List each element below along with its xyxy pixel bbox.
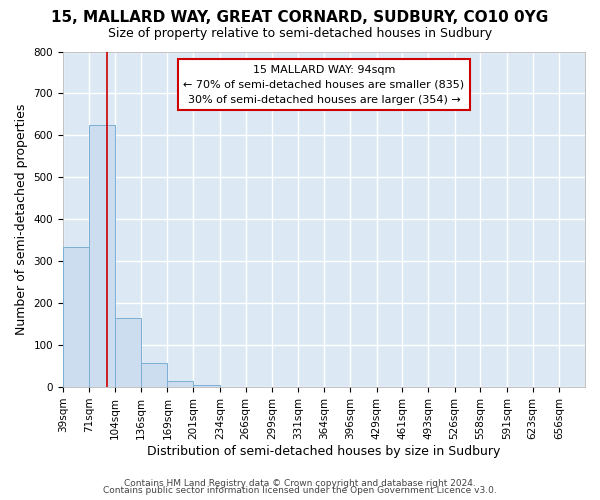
Bar <box>115 318 141 387</box>
Bar <box>63 246 89 387</box>
Bar <box>193 385 220 387</box>
Bar <box>89 125 115 387</box>
Text: 15 MALLARD WAY: 94sqm
← 70% of semi-detached houses are smaller (835)
30% of sem: 15 MALLARD WAY: 94sqm ← 70% of semi-deta… <box>184 65 464 104</box>
Bar <box>141 363 167 387</box>
Bar <box>167 381 193 387</box>
Text: Contains HM Land Registry data © Crown copyright and database right 2024.: Contains HM Land Registry data © Crown c… <box>124 478 476 488</box>
Text: 15, MALLARD WAY, GREAT CORNARD, SUDBURY, CO10 0YG: 15, MALLARD WAY, GREAT CORNARD, SUDBURY,… <box>52 10 548 25</box>
Y-axis label: Number of semi-detached properties: Number of semi-detached properties <box>15 104 28 335</box>
Text: Size of property relative to semi-detached houses in Sudbury: Size of property relative to semi-detach… <box>108 28 492 40</box>
X-axis label: Distribution of semi-detached houses by size in Sudbury: Distribution of semi-detached houses by … <box>147 444 500 458</box>
Text: Contains public sector information licensed under the Open Government Licence v3: Contains public sector information licen… <box>103 486 497 495</box>
